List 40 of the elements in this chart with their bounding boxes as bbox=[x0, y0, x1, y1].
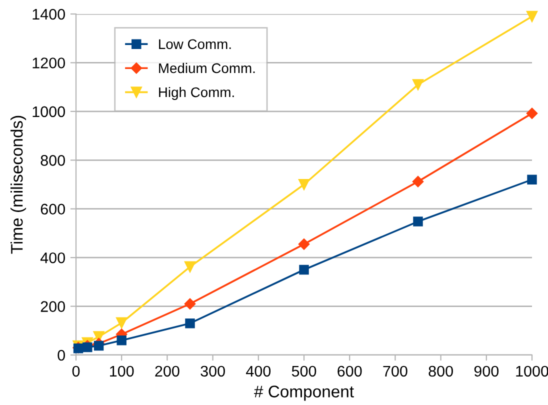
x-tick-label: 0 bbox=[72, 366, 80, 377]
legend-label: High Comm. bbox=[159, 86, 234, 100]
x-tick-label: 400 bbox=[246, 366, 271, 377]
x-tick-label: 200 bbox=[155, 366, 180, 377]
y-tick-label: 600 bbox=[40, 204, 65, 215]
x-tick-label: 1000 bbox=[516, 366, 548, 377]
x-tick-label: 100 bbox=[110, 366, 134, 377]
point bbox=[413, 216, 423, 226]
point bbox=[184, 298, 196, 310]
point bbox=[94, 340, 104, 351]
y-tick-label: 400 bbox=[40, 252, 65, 264]
point bbox=[184, 261, 196, 272]
legend-label: Medium Comm. bbox=[159, 62, 255, 74]
x-tick-label: 500 bbox=[292, 366, 316, 377]
point bbox=[298, 238, 310, 250]
x-tick-label: 900 bbox=[474, 366, 499, 377]
point bbox=[116, 317, 128, 328]
x-tick-label: 600 bbox=[338, 366, 362, 377]
y-tick-label: 800 bbox=[40, 155, 65, 166]
point bbox=[299, 264, 309, 275]
y-axis-title: Time (miliseconds) bbox=[10, 116, 26, 254]
y-tick-label: 1200 bbox=[32, 58, 65, 68]
x-tick-label: 300 bbox=[200, 366, 225, 377]
point bbox=[298, 178, 310, 190]
point bbox=[526, 108, 538, 119]
x-axis-title: # Component bbox=[254, 386, 354, 401]
point bbox=[527, 174, 537, 184]
y-tick-label: 0 bbox=[58, 350, 65, 361]
x-tick-label: 700 bbox=[383, 366, 408, 377]
x-tick-label: 800 bbox=[428, 366, 453, 377]
point bbox=[526, 10, 538, 22]
y-tick-label: 200 bbox=[40, 301, 65, 312]
point bbox=[412, 176, 424, 188]
y-tick-label: 1400 bbox=[32, 8, 65, 20]
point bbox=[412, 79, 424, 90]
point bbox=[82, 342, 92, 352]
legend-label: Low Comm. bbox=[159, 39, 231, 50]
point bbox=[185, 318, 195, 328]
y-tick-label: 1000 bbox=[32, 106, 65, 118]
point bbox=[116, 336, 126, 346]
